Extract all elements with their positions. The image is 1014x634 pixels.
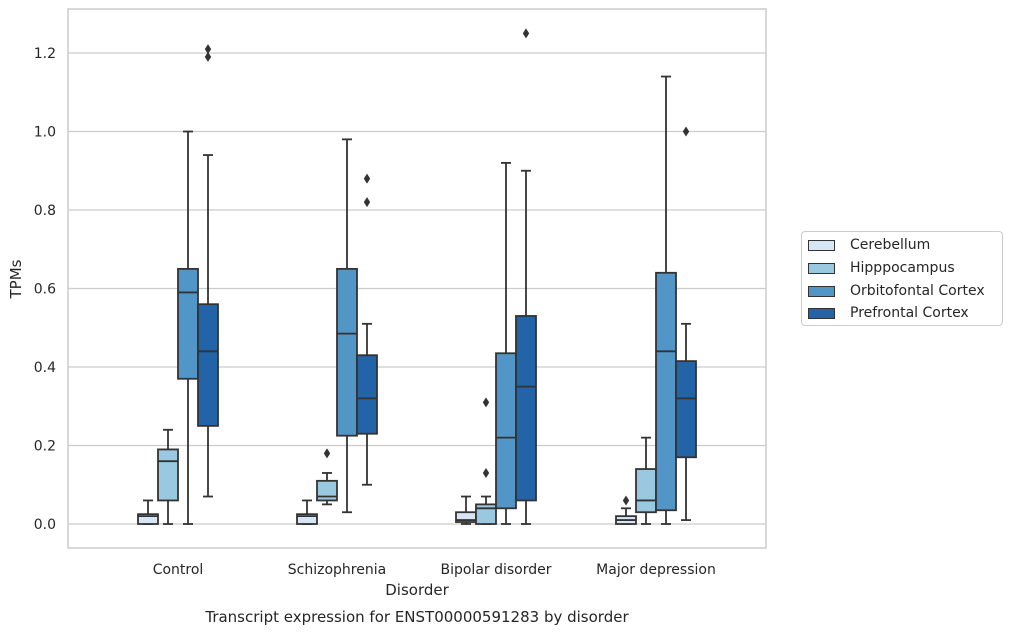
box-group — [515, 28, 537, 525]
box-body — [655, 271, 677, 512]
x-tick-label: Control — [153, 562, 204, 578]
box-group — [177, 130, 199, 525]
box-body — [675, 360, 697, 459]
y-tick-label: 0.8 — [34, 203, 56, 219]
outlier-point — [363, 197, 371, 208]
y-tick-label: 1.2 — [34, 46, 56, 62]
box-group — [475, 397, 497, 525]
box-body — [515, 315, 537, 502]
legend-label: Cerebellum — [850, 237, 931, 253]
box-body — [316, 479, 338, 502]
box-body — [356, 354, 378, 435]
box-group — [495, 161, 517, 525]
y-tick-label: 1.0 — [34, 125, 56, 141]
box-group — [316, 448, 338, 506]
y-tick-label: 0.4 — [34, 360, 56, 376]
box-group — [336, 138, 358, 514]
box-body — [177, 267, 199, 380]
box-group — [137, 499, 159, 525]
outlier-point — [522, 28, 530, 39]
x-axis-title: Disorder — [385, 581, 449, 599]
outlier-point — [482, 467, 490, 478]
legend-label: Hipppocampus — [850, 260, 955, 276]
outlier-point — [482, 397, 490, 408]
box-group — [197, 44, 219, 498]
legend-item-prefrontal-cortex: Prefrontal Cortex — [808, 304, 969, 322]
x-tick-label: Schizophrenia — [288, 562, 386, 578]
box-body — [635, 468, 657, 514]
box-group — [635, 436, 657, 525]
box-body — [137, 513, 159, 525]
y-tick-label: 0.2 — [34, 439, 56, 455]
legend-swatch-orbitofrontal-cortex — [808, 285, 835, 297]
chart-title: Transcript expression for ENST0000059128… — [204, 608, 629, 626]
outlier-point — [204, 51, 212, 62]
y-tick-label: 0.6 — [34, 282, 56, 298]
box-series-group — [137, 28, 697, 525]
legend-swatch-hippocampus — [808, 262, 835, 274]
legend: Cerebellum Hipppocampus Orbitofontal Cor… — [801, 231, 1003, 326]
legend-label: Prefrontal Cortex — [850, 305, 969, 321]
box-body — [296, 513, 318, 525]
y-tick-labels: 0.0 0.2 0.4 0.6 0.8 1.0 1.2 — [34, 46, 56, 533]
box-group — [675, 126, 697, 521]
x-tick-label: Bipolar disorder — [440, 562, 551, 578]
plot-frame — [67, 8, 767, 549]
box-group — [615, 495, 637, 525]
outlier-point — [682, 126, 690, 137]
box-group — [655, 75, 677, 525]
box-group — [296, 499, 318, 525]
box-body — [336, 267, 358, 437]
box-body — [475, 503, 497, 525]
legend-item-hippocampus: Hipppocampus — [808, 259, 955, 277]
y-axis-title: TPMs — [7, 259, 25, 299]
legend-item-cerebellum: Cerebellum — [808, 236, 930, 254]
outlier-point — [622, 495, 630, 506]
outlier-point — [323, 448, 331, 459]
box-group — [157, 428, 179, 525]
y-tick-label: 0.0 — [34, 517, 56, 533]
legend-label: Orbitofontal Cortex — [850, 283, 985, 299]
box-body — [495, 352, 517, 510]
box-body — [157, 448, 179, 502]
box-body — [197, 303, 219, 427]
legend-item-orbitofrontal-cortex: Orbitofontal Cortex — [808, 282, 985, 300]
legend-swatch-cerebellum — [808, 239, 835, 251]
outlier-point — [204, 44, 212, 55]
outlier-point — [363, 173, 371, 184]
box-group — [455, 495, 477, 525]
x-tick-labels: Control Schizophrenia Bipolar disorder Majo… — [153, 562, 716, 578]
legend-swatch-prefrontal-cortex — [808, 307, 835, 319]
box-group — [356, 173, 378, 486]
x-tick-label: Major depression — [596, 562, 716, 578]
